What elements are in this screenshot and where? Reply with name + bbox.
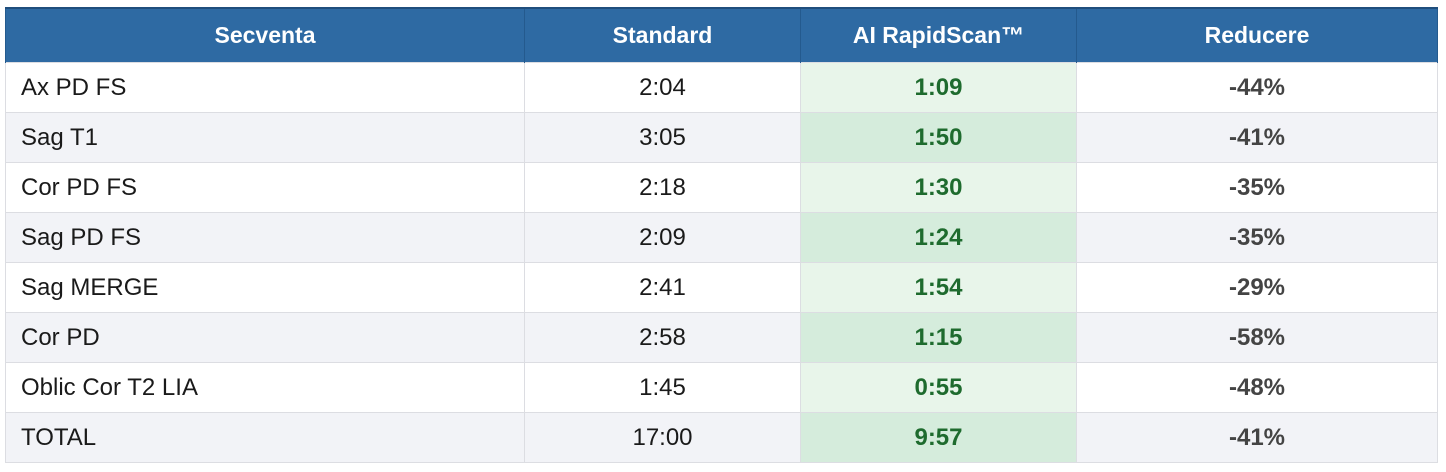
table-cell: 1:50 (800, 112, 1077, 163)
table-cell: 1:45 (524, 362, 801, 413)
table-cell: Sag T1 (5, 112, 525, 163)
header-row: Secventa Standard AI RapidScan™ Reducere (5, 7, 1438, 63)
table-cell: 2:18 (524, 162, 801, 213)
table-cell: 1:30 (800, 162, 1077, 213)
table-row: Cor PD 2:58 1:15 -58% (5, 312, 1438, 363)
table-row: Sag PD FS 2:09 1:24 -35% (5, 212, 1438, 263)
table-cell: Cor PD FS (5, 162, 525, 213)
table-cell: -29% (1076, 262, 1438, 313)
table-cell: Cor PD (5, 312, 525, 363)
header-cell: Standard (524, 7, 801, 63)
table-cell: Sag PD FS (5, 212, 525, 263)
header-cell: Secventa (5, 7, 525, 63)
table-row: Sag MERGE 2:41 1:54 -29% (5, 262, 1438, 313)
table-cell: 1:09 (800, 62, 1077, 113)
table-cell: 2:41 (524, 262, 801, 313)
table-cell: 2:58 (524, 312, 801, 363)
table-cell: 1:54 (800, 262, 1077, 313)
table-cell: -48% (1076, 362, 1438, 413)
table-cell: -44% (1076, 62, 1438, 113)
table-cell: TOTAL (5, 412, 525, 463)
table-cell: 0:55 (800, 362, 1077, 413)
table-cell: -41% (1076, 412, 1438, 463)
table-cell: Sag MERGE (5, 262, 525, 313)
table-row: Oblic Cor T2 LIA 1:45 0:55 -48% (5, 362, 1438, 413)
table-cell: 2:04 (524, 62, 801, 113)
table-cell: Oblic Cor T2 LIA (5, 362, 525, 413)
table-cell: Ax PD FS (5, 62, 525, 113)
table-cell: 2:09 (524, 212, 801, 263)
table-row: Ax PD FS 2:04 1:09 -44% (5, 62, 1438, 113)
table-row: Sag T1 3:05 1:50 -41% (5, 112, 1438, 163)
header-cell: Reducere (1076, 7, 1438, 63)
table-cell: 1:24 (800, 212, 1077, 263)
table-cell: -35% (1076, 212, 1438, 263)
header-cell: AI RapidScan™ (800, 7, 1077, 63)
table-row: TOTAL 17:00 9:57 -41% (5, 412, 1438, 463)
table-cell: 1:15 (800, 312, 1077, 363)
table-row: Cor PD FS 2:18 1:30 -35% (5, 162, 1438, 213)
table-cell: 9:57 (800, 412, 1077, 463)
table-body: Ax PD FS 2:04 1:09 -44% Sag T1 3:05 1:50 -41% Co… (5, 62, 1438, 463)
comparison-table: Secventa Standard AI RapidScan™ Reducere Ax… (5, 7, 1438, 463)
table-cell: 3:05 (524, 112, 801, 163)
table-cell: -35% (1076, 162, 1438, 213)
table-cell: 17:00 (524, 412, 801, 463)
table-cell: -58% (1076, 312, 1438, 363)
table-cell: -41% (1076, 112, 1438, 163)
